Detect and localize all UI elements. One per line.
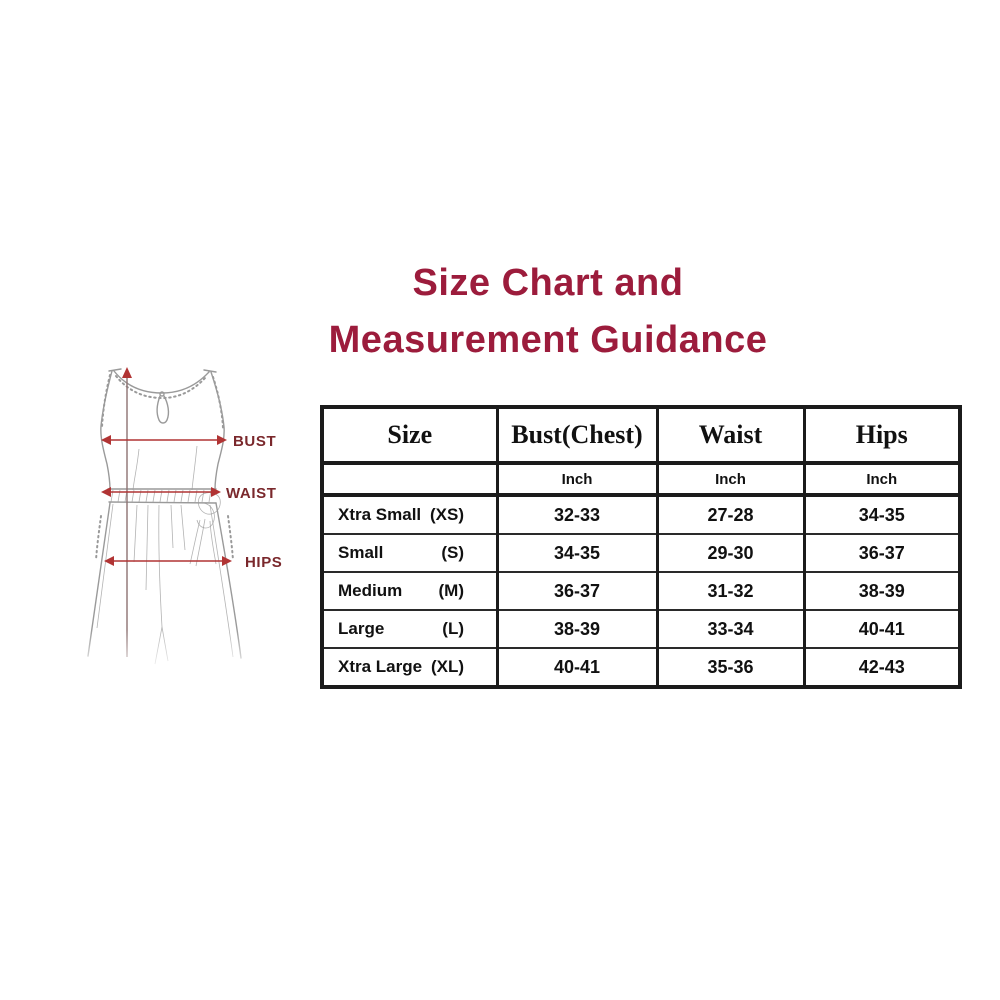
bust-cell: 32-33 [495,495,659,535]
unit-cell [320,463,499,497]
measurement-arrows [101,367,232,657]
hips-cell: 38-39 [802,572,962,611]
hips-cell: 40-41 [802,610,962,649]
col-header-size: Size [320,407,499,465]
col-header-hips: Hips [802,407,962,465]
waist-cell: 33-34 [655,610,806,649]
keyhole-detail [156,395,170,424]
unit-cell: Inch [655,463,806,497]
dress-measurement-diagram: BUST WAIST HIPS [78,352,323,677]
size-cell: Small (S) [320,534,499,573]
bust-cell: 40-41 [495,648,659,687]
col-header-waist: Waist [655,407,806,465]
hips-cell: 36-37 [802,534,962,573]
waist-label: WAIST [226,485,277,502]
header-row: Size Bust(Chest) Waist Hips [320,407,962,465]
table-row-s: Small (S) 34-35 29-30 36-37 [320,534,962,573]
dress-sketch-svg: BUST WAIST HIPS [78,367,323,677]
hips-cell: 42-43 [802,648,962,687]
page-title-line2: Measurement Guidance [328,319,768,361]
waistband-gathers [110,489,212,503]
dress-outline [87,368,242,665]
page-title: Size Chart and Measurement Guidance [329,255,768,369]
armhole-trim-right [212,376,224,429]
waist-cell: 29-30 [655,534,806,573]
unit-row: Inch Inch Inch [320,463,962,497]
size-chart-table: Size Bust(Chest) Waist Hips Inch Inch In… [320,405,962,689]
bodice-seams [132,445,198,491]
bust-label: BUST [233,433,276,450]
page-title-line1: Size Chart and [412,262,684,304]
table-row-l: Large (L) 38-39 33-34 40-41 [320,610,962,649]
waist-cell: 31-32 [655,572,806,611]
size-cell: Xtra Large (XL) [320,648,499,687]
neckline-trim [115,375,207,400]
sketch-fade [78,630,323,677]
unit-cell: Inch [495,463,659,497]
size-cell: Xtra Small (XS) [320,495,499,535]
col-header-bust: Bust(Chest) [495,407,659,465]
unit-cell: Inch [802,463,962,497]
table-row-m: Medium (M) 36-37 31-32 38-39 [320,572,962,611]
hips-label: HIPS [245,554,282,571]
armhole-trim-left [101,374,111,428]
waist-cell: 27-28 [655,495,806,535]
bust-cell: 36-37 [495,572,659,611]
size-cell: Medium (M) [320,572,499,611]
table-row-xl: Xtra Large (XL) 40-41 35-36 42-43 [320,648,962,687]
hip-trim-left [95,515,102,561]
hip-trim-right [227,515,234,561]
bust-cell: 34-35 [495,534,659,573]
bust-cell: 38-39 [495,610,659,649]
waist-cell: 35-36 [655,648,806,687]
length-arrowhead [122,367,132,378]
hips-cell: 34-35 [802,495,962,535]
table-row-xs: Xtra Small (XS) 32-33 27-28 34-35 [320,495,962,535]
size-cell: Large (L) [320,610,499,649]
